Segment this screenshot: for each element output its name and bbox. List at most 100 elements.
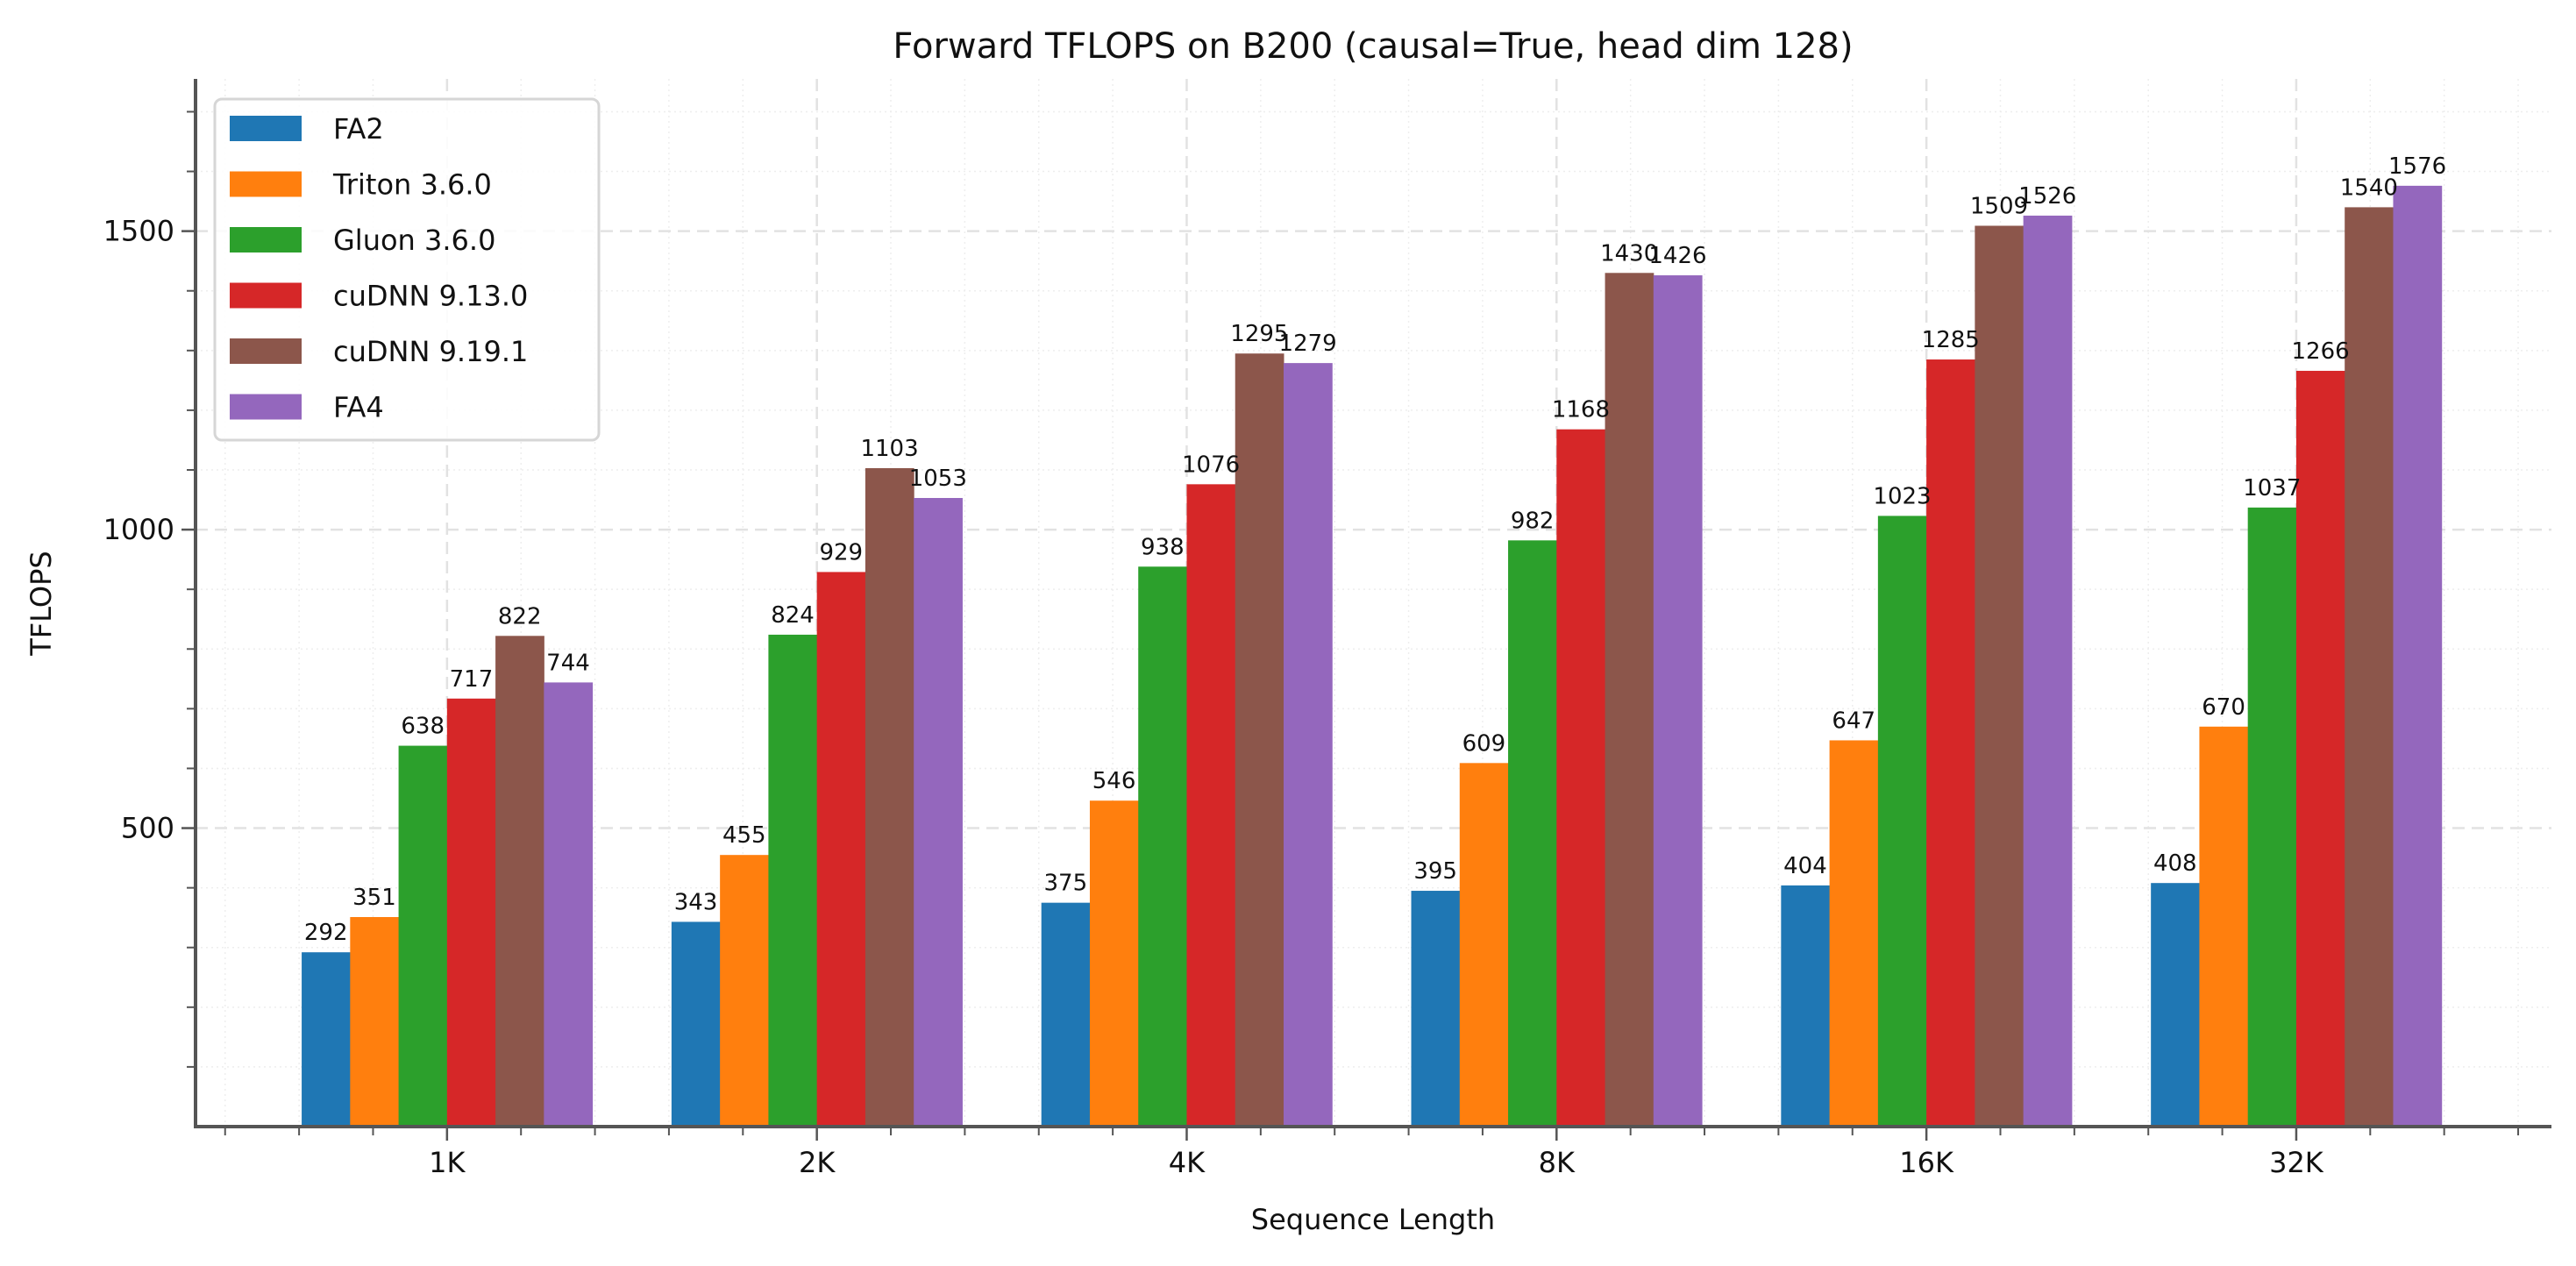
bar <box>398 745 448 1127</box>
x-tick-label: 32K <box>2269 1146 2324 1179</box>
bar <box>1089 800 1139 1127</box>
legend-swatch <box>230 394 302 420</box>
bar <box>2393 185 2443 1127</box>
y-axis-label: TFLOPS <box>25 551 58 656</box>
bar <box>2023 215 2073 1127</box>
y-tick-label: 1500 <box>103 215 174 248</box>
bar-value-label: 1266 <box>2291 338 2349 365</box>
bar-value-label: 1576 <box>2388 153 2446 180</box>
bar-value-label: 351 <box>352 885 396 911</box>
bar-value-label: 1430 <box>1600 240 1658 267</box>
legend-swatch <box>230 338 302 364</box>
bar <box>2247 507 2297 1127</box>
legend-label: FA4 <box>333 391 384 424</box>
bar-value-label: 1540 <box>2340 174 2398 201</box>
bar <box>671 921 721 1127</box>
bar <box>1235 353 1284 1127</box>
legend: FA2 Triton 3.6.0 Gluon 3.6.0 cuDNN 9.13.0 cu… <box>213 97 601 442</box>
bar <box>914 498 963 1127</box>
bar-value-label: 1053 <box>909 466 967 492</box>
bar-value-label: 1426 <box>1648 243 1706 269</box>
bar-value-label: 1295 <box>1230 321 1288 347</box>
bar-value-label: 343 <box>674 889 718 915</box>
data-labels: 292 343 375 395 404 408 351 455 546 609 647 670 638 8… <box>304 153 2446 946</box>
legend-swatch <box>230 282 302 309</box>
bar <box>350 917 400 1127</box>
axes: 500 1000 1500 1K 2K 4K 8K 16K 32K <box>103 79 2551 1179</box>
legend-box <box>213 97 601 442</box>
bar-value-label: 1023 <box>1873 483 1931 509</box>
bar <box>865 467 914 1127</box>
bar <box>816 572 866 1127</box>
bar <box>1877 516 1927 1127</box>
bar <box>495 636 544 1127</box>
x-tick-label: 8K <box>1539 1146 1576 1179</box>
bar-value-label: 1076 <box>1182 452 1240 478</box>
legend-label: cuDNN 9.19.1 <box>333 335 528 368</box>
bar-value-label: 717 <box>450 666 494 693</box>
bar-value-label: 455 <box>722 822 766 849</box>
legend-label: Gluon 3.6.0 <box>333 224 495 257</box>
bar <box>1138 566 1187 1127</box>
bar-value-label: 824 <box>771 602 815 629</box>
bar-value-label: 744 <box>546 650 590 676</box>
bar-value-label: 395 <box>1413 858 1457 885</box>
bar-value-label: 404 <box>1783 853 1827 879</box>
y-tick-label: 500 <box>121 812 174 845</box>
legend-label: cuDNN 9.13.0 <box>333 280 528 313</box>
bar-value-label: 670 <box>2202 694 2245 721</box>
bar-value-label: 647 <box>1832 708 1875 734</box>
legend-swatch <box>230 171 302 197</box>
bar <box>1508 540 1557 1127</box>
bar <box>1459 763 1509 1127</box>
chart-title: Forward TFLOPS on B200 (causal=True, hea… <box>893 26 1853 67</box>
legend-swatch <box>230 116 302 141</box>
x-tick-label: 2K <box>799 1146 836 1179</box>
bar <box>1605 273 1654 1127</box>
bar-value-label: 292 <box>304 920 348 946</box>
x-tick-label: 16K <box>1899 1146 1954 1179</box>
y-tick-label: 1000 <box>103 513 174 546</box>
bar-value-label: 1285 <box>1922 327 1980 353</box>
bar <box>446 698 496 1127</box>
bar <box>1653 275 1703 1127</box>
bar <box>1781 885 1831 1127</box>
bar <box>1556 429 1606 1127</box>
bar <box>302 952 351 1127</box>
bar <box>720 855 769 1127</box>
bar-value-label: 1168 <box>1552 397 1610 423</box>
bar-value-label: 822 <box>498 603 542 629</box>
bar-value-label: 1103 <box>860 436 918 462</box>
bar-value-label: 929 <box>819 539 863 565</box>
bar <box>768 634 818 1127</box>
bar-value-label: 408 <box>2153 850 2197 877</box>
bar <box>544 682 594 1127</box>
bar-value-label: 375 <box>1044 871 1088 897</box>
bar-value-label: 1279 <box>1279 331 1337 357</box>
bar-value-label: 609 <box>1462 730 1506 757</box>
bar-value-label: 982 <box>1511 508 1555 534</box>
x-axis-label: Sequence Length <box>1251 1203 1495 1236</box>
bar <box>1975 225 2025 1127</box>
bar <box>1186 484 1236 1127</box>
bar-value-label: 1526 <box>2018 183 2076 210</box>
bar <box>1283 363 1333 1127</box>
bar <box>1829 740 1879 1127</box>
bars <box>302 185 2443 1127</box>
bar-value-label: 546 <box>1092 768 1136 794</box>
legend-label: FA2 <box>333 112 384 146</box>
bar <box>1411 891 1461 1127</box>
bar-value-label: 938 <box>1141 534 1185 560</box>
bar <box>2151 883 2200 1127</box>
bar-value-label: 1509 <box>1970 194 2028 220</box>
legend-label: Triton 3.6.0 <box>332 168 492 202</box>
x-tick-label: 4K <box>1169 1146 1206 1179</box>
bar <box>1041 902 1091 1127</box>
bar-value-label: 1037 <box>2243 475 2301 501</box>
x-tick-label: 1K <box>429 1146 466 1179</box>
bar-value-label: 638 <box>401 714 445 740</box>
legend-swatch <box>230 227 302 252</box>
bar <box>1926 359 1975 1127</box>
bar <box>2295 370 2345 1127</box>
